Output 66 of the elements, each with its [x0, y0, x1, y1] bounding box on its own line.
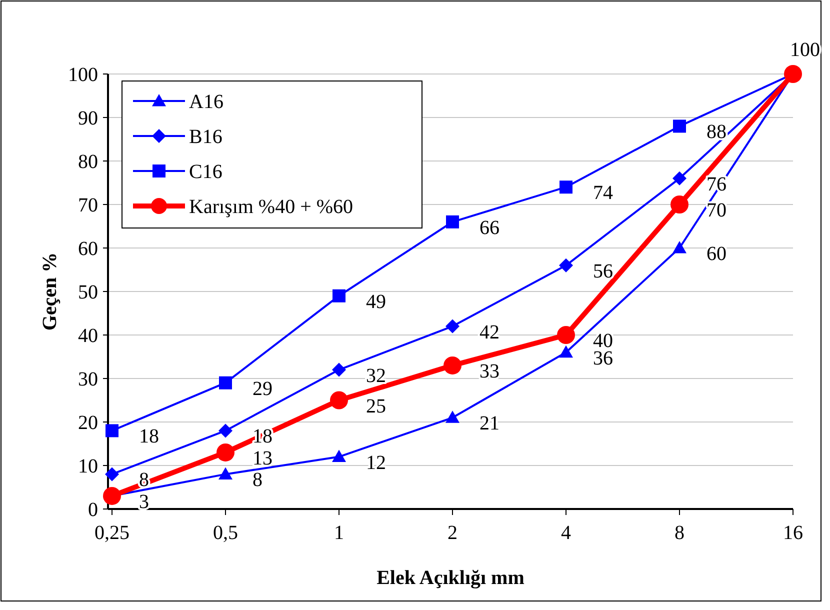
data-label: 32: [366, 364, 386, 387]
data-label: 66: [480, 216, 500, 239]
point: [559, 345, 573, 358]
x-tick-label: 0,25: [94, 522, 130, 544]
y-tick-label: 10: [78, 456, 98, 478]
point: [446, 215, 459, 228]
data-label: 49: [366, 290, 386, 313]
point: [106, 424, 118, 438]
legend-label: A16: [189, 91, 224, 113]
x-tick-label: 8: [674, 522, 684, 544]
data-label: 100: [790, 39, 820, 61]
data-label: 21: [480, 412, 500, 435]
point: [218, 467, 232, 480]
point: [216, 443, 234, 462]
x-tick-label: 4: [561, 522, 571, 544]
y-tick-label: 30: [78, 368, 98, 390]
point: [219, 376, 232, 390]
legend-label: C16: [189, 161, 222, 183]
y-tick-label: 90: [78, 108, 98, 130]
data-label: 88: [706, 121, 726, 144]
point: [332, 289, 346, 302]
data-label: 56: [593, 260, 613, 282]
data-label: 42: [480, 321, 500, 344]
point: [105, 467, 119, 482]
data-label: 33: [480, 360, 500, 382]
data-label: 8: [252, 469, 262, 492]
x-tick-label: 0,5: [213, 522, 238, 544]
x-tick-label: 1: [334, 522, 344, 544]
data-label: 74: [593, 182, 613, 204]
y-tick-label: 0: [88, 499, 98, 521]
data-label: 13: [252, 447, 272, 470]
point: [446, 410, 460, 423]
data-label: 29: [252, 378, 272, 400]
point: [672, 241, 686, 254]
y-tick-label: 60: [78, 238, 98, 260]
y-tick-label: 20: [78, 412, 98, 434]
data-label: 70: [706, 200, 726, 222]
point: [332, 362, 346, 377]
point: [673, 120, 686, 133]
point: [560, 180, 572, 194]
point: [672, 171, 686, 186]
legend-label: B16: [189, 126, 222, 148]
y-axis-title: Geçen %: [39, 252, 61, 331]
y-tick-label: 80: [78, 151, 98, 173]
point: [332, 450, 346, 462]
legend-label: Karışım %40 + %60: [189, 196, 354, 218]
x-axis-title: Elek Açıklığı mm: [376, 567, 525, 589]
y-tick-label: 50: [78, 282, 98, 304]
point: [330, 391, 348, 410]
point: [670, 196, 688, 214]
point: [559, 258, 573, 272]
x-tick-label: 16: [783, 522, 803, 544]
point: [557, 326, 575, 344]
data-label: 25: [366, 395, 386, 418]
y-tick-label: 40: [78, 325, 98, 347]
point: [446, 319, 460, 334]
data-label: 18: [139, 426, 159, 448]
point: [218, 424, 232, 438]
data-label: 3: [139, 490, 149, 513]
y-tick-label: 70: [78, 194, 98, 216]
point: [444, 356, 462, 374]
point: [103, 486, 121, 505]
data-label: 60: [706, 243, 726, 265]
y-tick-label: 100: [68, 64, 98, 86]
data-label: 12: [366, 452, 386, 474]
x-tick-label: 2: [448, 522, 458, 544]
